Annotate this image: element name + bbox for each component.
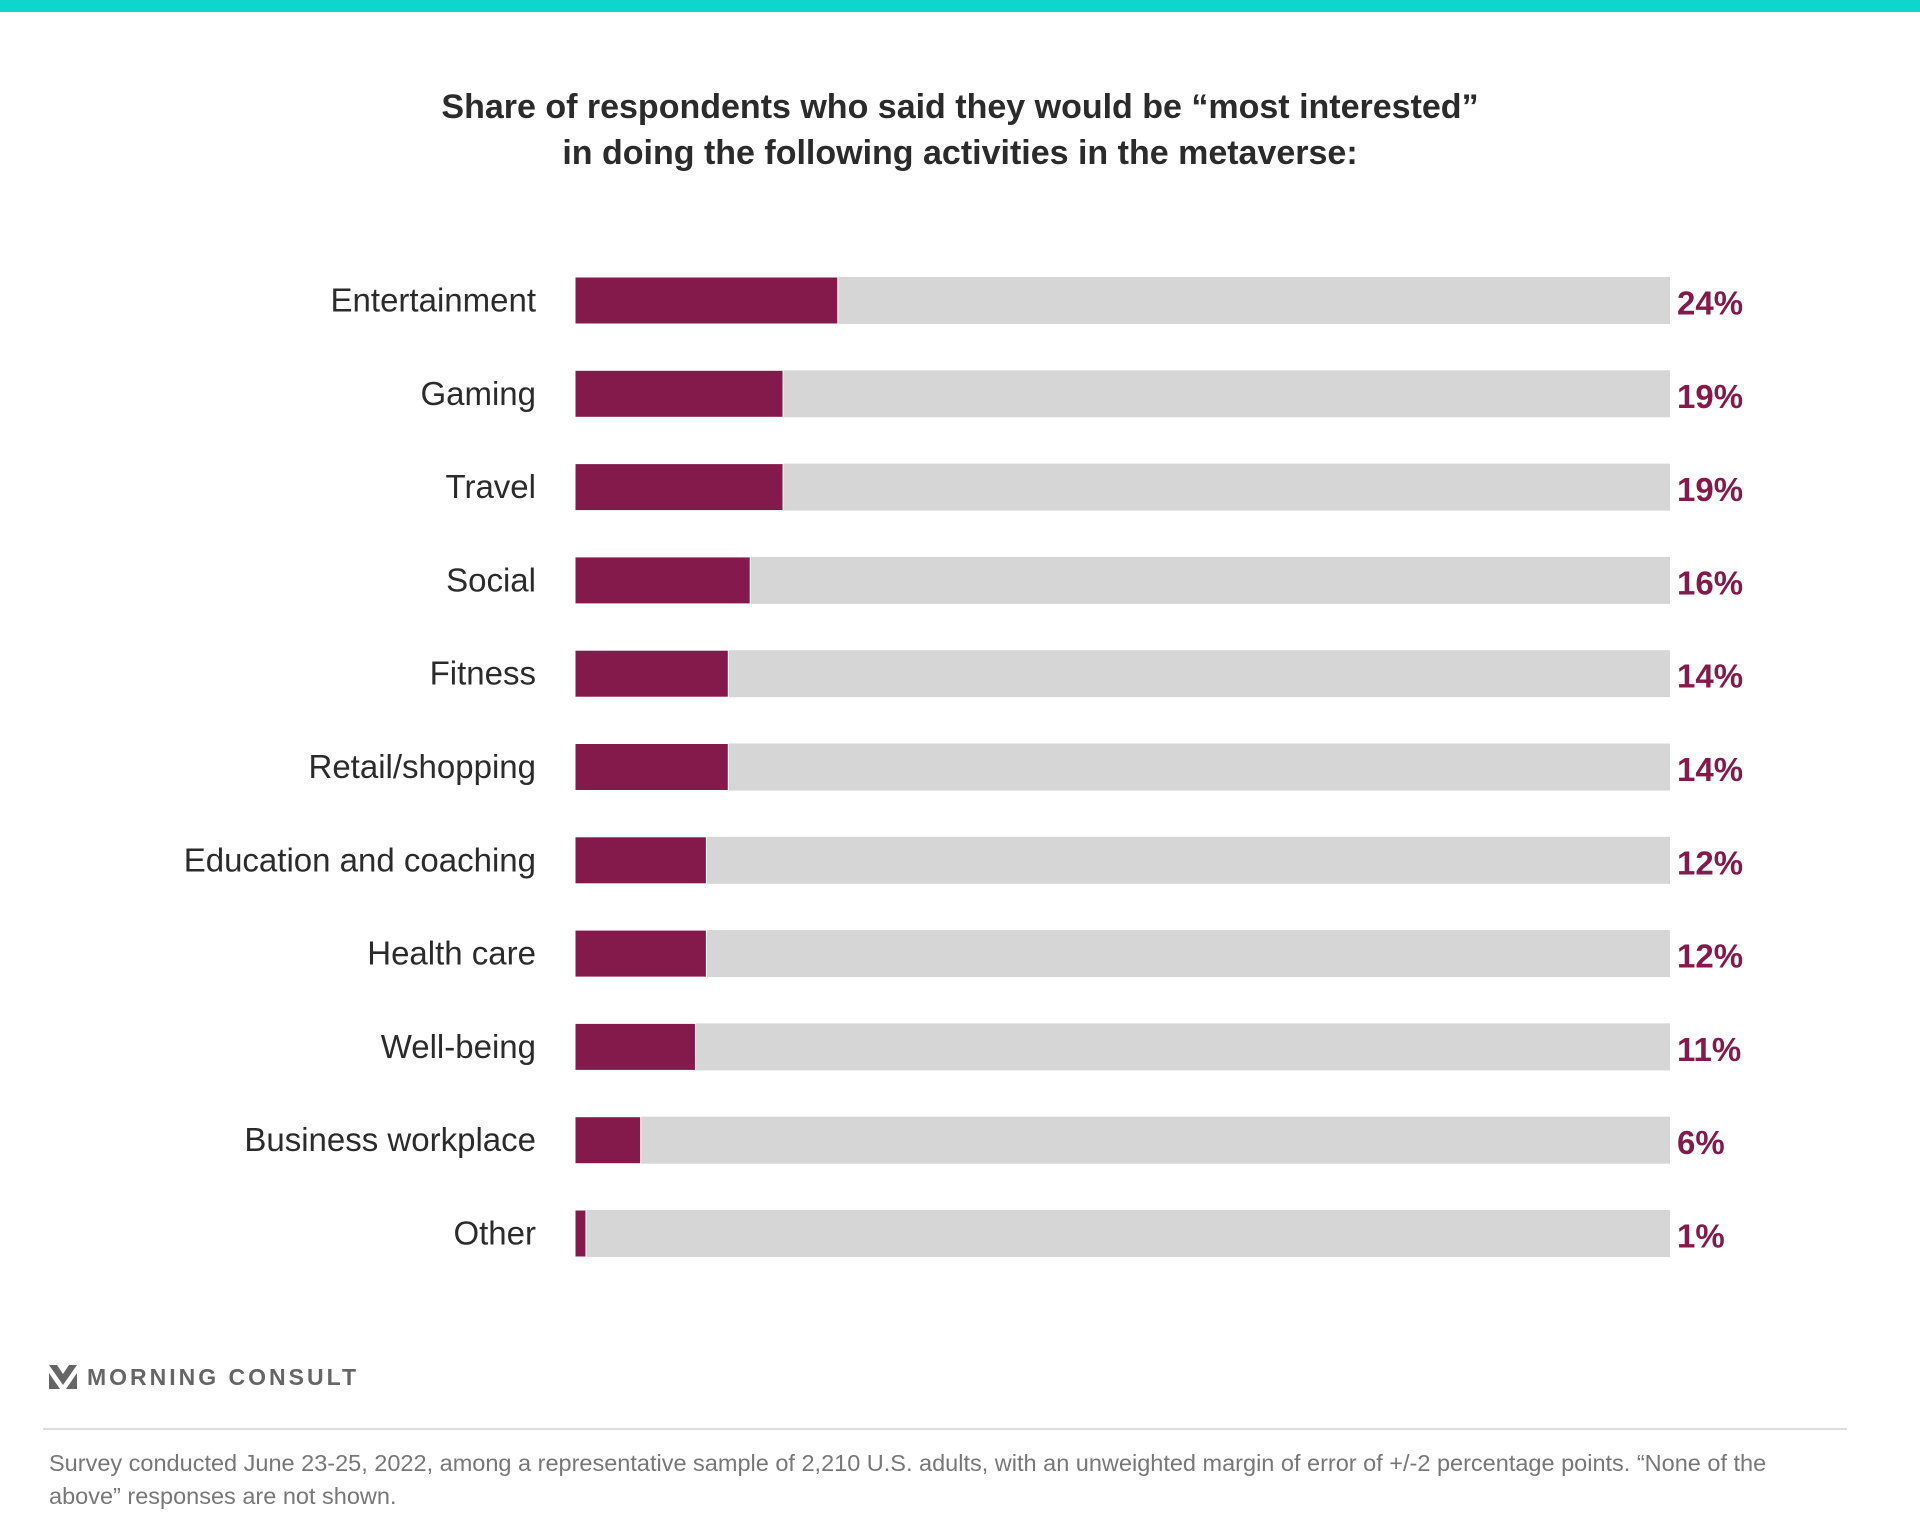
survey-note: Survey conducted June 23-25, 2022, among… (49, 1450, 1767, 1509)
morning-consult-logo: MORNING CONSULT (49, 1364, 359, 1391)
bar (574, 369, 784, 418)
value-label: 1% (1677, 1218, 1725, 1255)
category-label: Health care (367, 935, 536, 972)
bar-track (575, 650, 1670, 698)
category-label: Social (446, 561, 536, 598)
bar (574, 836, 707, 885)
chart-title-line-1: Share of respondents who said they would… (441, 88, 1479, 126)
bar-track (575, 1210, 1670, 1257)
value-label: 11% (1677, 1031, 1741, 1068)
value-label: 12% (1677, 844, 1743, 881)
category-label: Other (453, 1215, 536, 1252)
category-label: Fitness (430, 655, 536, 692)
bar-track (575, 930, 1670, 978)
value-label: 19% (1677, 378, 1743, 415)
bar-track (575, 1023, 1670, 1071)
bar-chart: Entertainment 24% Gaming 19% Travel 19% Social… (184, 276, 1743, 1258)
top-accent-stripe (0, 0, 1920, 12)
category-label: Retail/shopping (309, 748, 537, 785)
bar (574, 1116, 642, 1165)
bar (574, 649, 729, 698)
category-label: Travel (446, 468, 536, 505)
category-label: Gaming (420, 375, 536, 412)
bar (574, 556, 751, 605)
footer-divider (43, 1428, 1847, 1430)
bar (574, 1022, 696, 1071)
bar-track (575, 743, 1670, 791)
value-label: 12% (1677, 938, 1743, 975)
value-label: 24% (1677, 285, 1743, 322)
bar-track (575, 556, 1670, 604)
bar (574, 463, 784, 512)
category-label: Business workplace (244, 1121, 536, 1158)
logo-text: MORNING CONSULT (87, 1364, 360, 1390)
value-label: 19% (1677, 471, 1743, 508)
value-label: 16% (1677, 564, 1743, 601)
bar-track (575, 1116, 1670, 1164)
bar (574, 743, 729, 791)
bar (574, 929, 707, 978)
value-label: 14% (1677, 751, 1743, 788)
category-label: Entertainment (331, 282, 536, 319)
chart-title-line-2: in doing the following activities in the… (562, 134, 1358, 172)
category-label: Well-being (381, 1028, 536, 1065)
bar (574, 276, 839, 325)
morning-consult-m-icon (49, 1364, 77, 1389)
bar (574, 1209, 587, 1258)
category-label: Education and coaching (184, 841, 536, 878)
bar-track (575, 836, 1670, 884)
value-label: 6% (1677, 1124, 1725, 1161)
value-label: 14% (1677, 658, 1743, 695)
